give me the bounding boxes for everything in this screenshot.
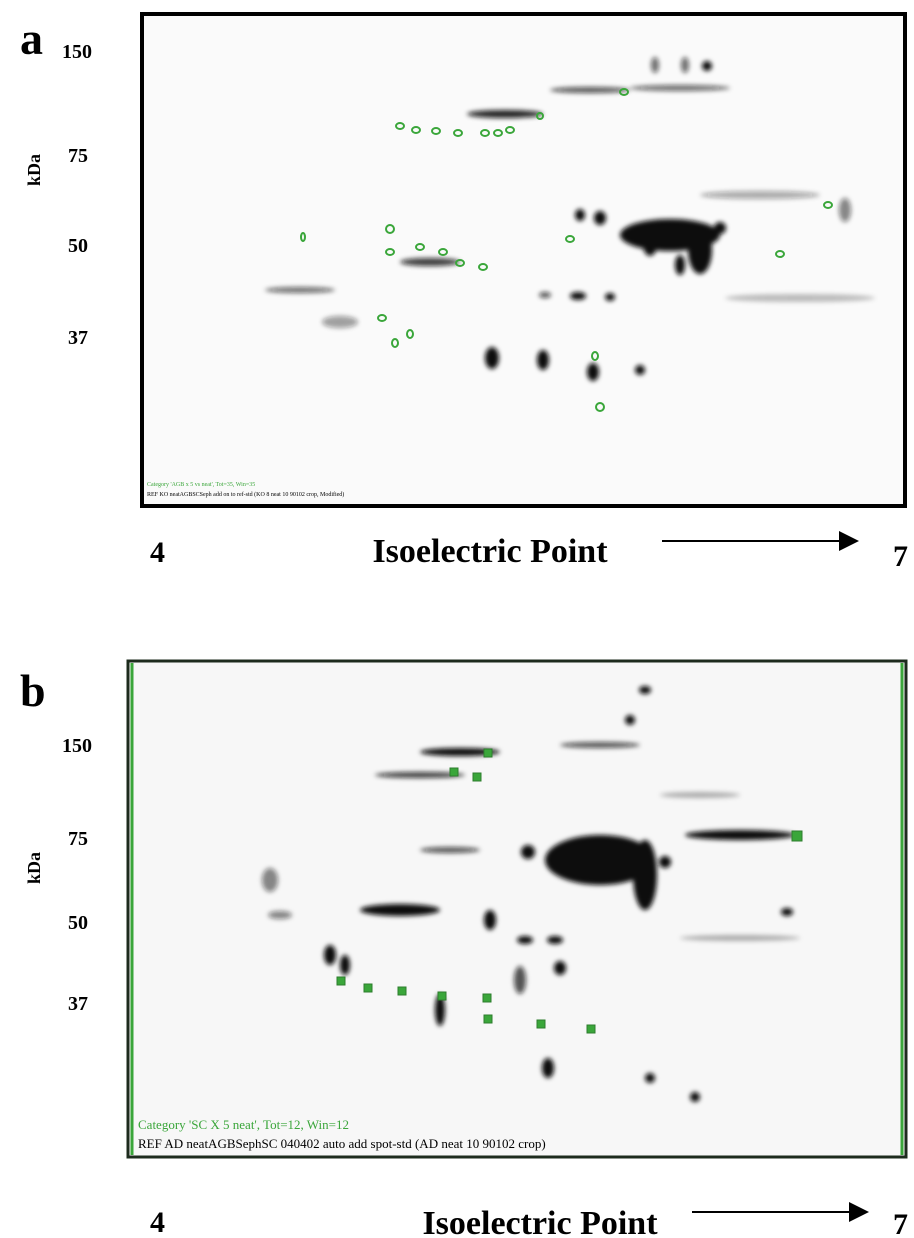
x-end-label: 7 <box>893 540 908 573</box>
y-axis-title: kDa <box>24 852 44 884</box>
caption-ref: REF AD neatAGBSephSC 040402 auto add spo… <box>138 1136 546 1151</box>
x-axis-title: Isoelectric Point <box>372 533 608 570</box>
x-start-label: 4 <box>150 1206 165 1238</box>
caption-ref: REF KO neatAGBSCSeph add on to ref-std (… <box>147 491 344 498</box>
y-axis-title: kDa <box>24 154 44 186</box>
panel-a: Category 'AGB x 5 vs neat', Tot=35, Win=… <box>20 12 908 573</box>
gel-frame <box>126 659 908 1159</box>
gel-spots <box>265 57 875 381</box>
y-tick-label: 75 <box>68 145 88 167</box>
marker-circles <box>300 88 833 412</box>
panel-b: Category 'SC X 5 neat', Tot=12, Win=12 R… <box>20 659 908 1238</box>
y-tick-label: 150 <box>62 735 92 757</box>
marker-squares <box>336 748 803 1034</box>
y-tick-label: 50 <box>68 235 88 257</box>
caption-category: Category 'AGB x 5 vs neat', Tot=35, Win=… <box>147 482 255 488</box>
caption-category: Category 'SC X 5 neat', Tot=12, Win=12 <box>138 1117 349 1132</box>
y-tick-label: 50 <box>68 912 88 934</box>
x-end-label: 7 <box>893 1208 908 1238</box>
panel-label: a <box>20 13 43 64</box>
x-axis-title: Isoelectric Point <box>422 1205 658 1238</box>
gel-spots <box>262 686 800 1102</box>
y-tick-label: 37 <box>68 327 88 349</box>
x-start-label: 4 <box>150 536 165 569</box>
y-tick-label: 150 <box>62 41 92 63</box>
gel-frame <box>140 12 907 508</box>
y-tick-label: 37 <box>68 993 88 1015</box>
panel-label: b <box>20 665 46 716</box>
y-tick-label: 75 <box>68 828 88 850</box>
